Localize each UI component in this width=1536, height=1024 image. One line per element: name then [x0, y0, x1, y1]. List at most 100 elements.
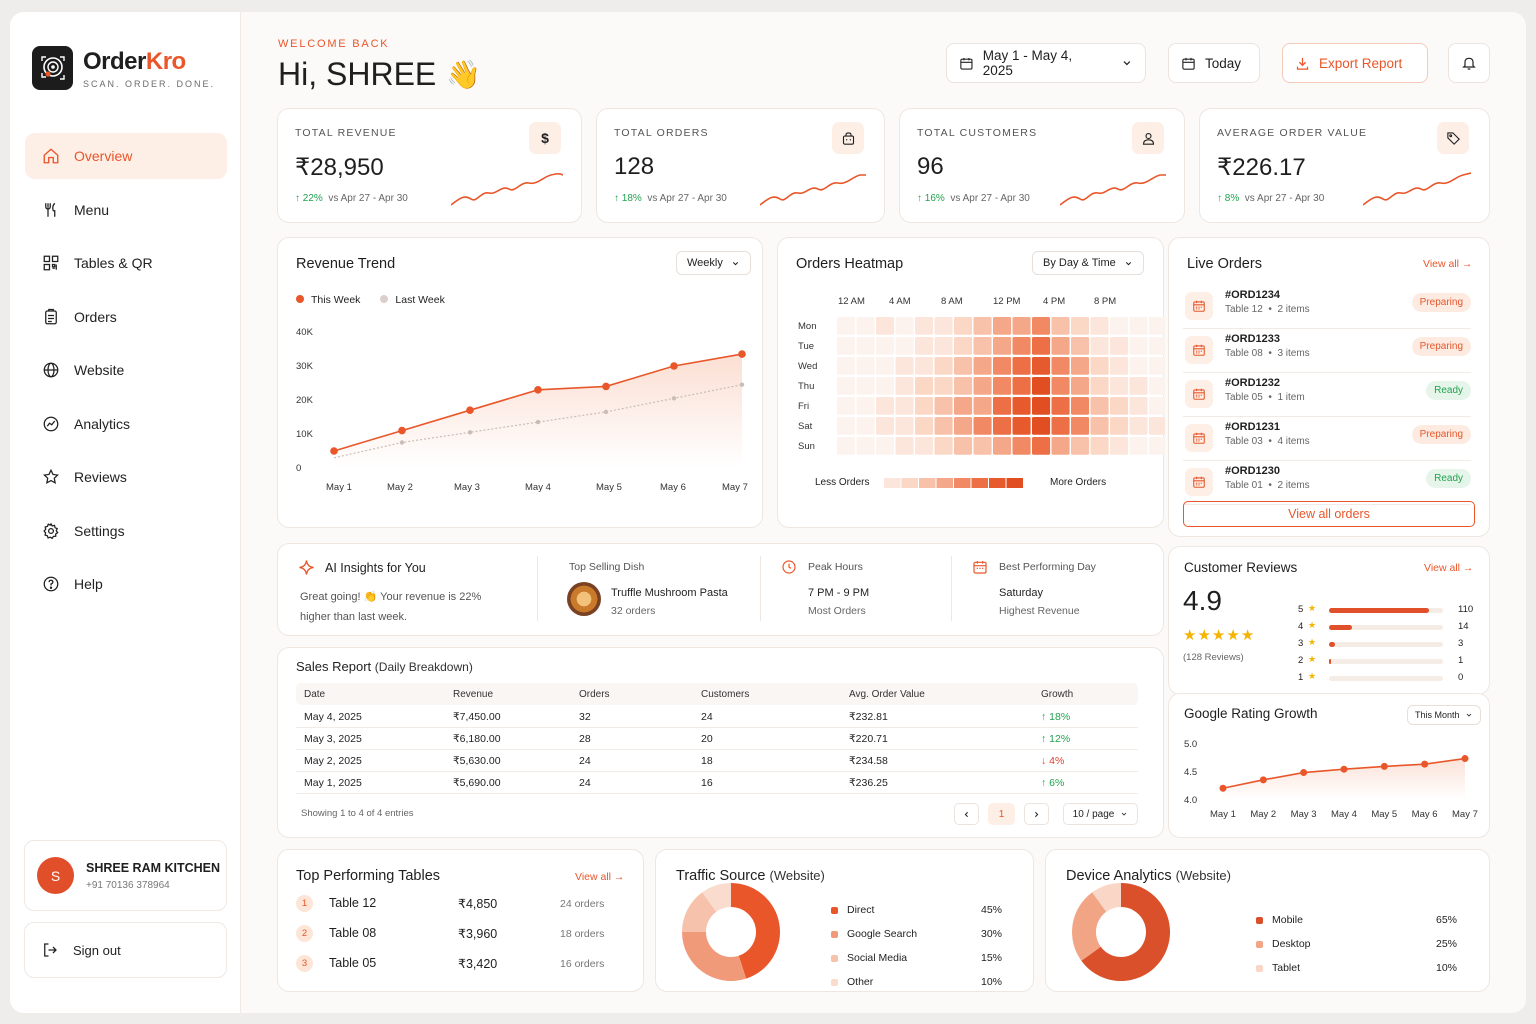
stat-delta: ↑ 18% vs Apr 27 - Apr 30 [614, 193, 727, 204]
chevron-down-icon [1123, 61, 1131, 66]
heatmap-cell [1012, 317, 1031, 335]
donut-slice-other [702, 883, 731, 912]
col-customers: Customers [701, 689, 750, 700]
heatmap-cell [1129, 417, 1148, 435]
sidebar-item-tables-qr[interactable]: Tables & QR [25, 240, 227, 286]
this-week-point [398, 426, 406, 435]
table-row: May 2, 2025 ₹5,630.00 24 18 ₹234.58 ↓ 4% [296, 750, 1138, 772]
clipboard-icon [45, 308, 57, 324]
qr-code-icon [43, 255, 59, 271]
top-tables-view-all-link[interactable]: View all → [575, 871, 625, 883]
date-range-picker[interactable]: May 1 - May 4, 2025 [946, 43, 1146, 83]
profile-card[interactable]: S SHREE RAM KITCHEN +91 70136 378964 [24, 840, 227, 911]
live-order-row[interactable]: #ORD1232 Table 05 • 1 item Ready [1183, 373, 1471, 417]
sidebar-item-label: Orders [74, 308, 117, 325]
live-order-row[interactable]: #ORD1230 Table 01 • 2 items Ready [1183, 461, 1471, 505]
heatmap-scale-swatch [936, 478, 953, 488]
heatmap-cell [1071, 417, 1090, 435]
heatmap-row-label: Sun [798, 441, 815, 452]
heatmap-col-label: 12 AM [838, 296, 865, 307]
stat-value: 96 [917, 153, 944, 180]
live-order-row[interactable]: #ORD1231 Table 03 • 4 items Preparing [1183, 417, 1471, 461]
best-day-sub: Highest Revenue [999, 605, 1080, 617]
donut-slice-direct [731, 883, 780, 979]
insights-title: AI Insights for You [325, 561, 426, 575]
sales-report-card: Sales Report (Daily Breakdown) Date Reve… [277, 647, 1164, 838]
order-calendar-icon [1185, 468, 1213, 496]
sign-out-button[interactable]: Sign out [24, 922, 227, 978]
heatmap-cell [1149, 357, 1165, 375]
cell-growth: ↑ 6% [1041, 777, 1065, 789]
heatmap-cell [876, 377, 895, 395]
page-1-button[interactable]: 1 [988, 803, 1015, 825]
heatmap-scale-swatch [954, 478, 971, 488]
legend-item: Tablet [1256, 962, 1300, 974]
heatmap-cell [1051, 437, 1070, 455]
heatmap-cell [993, 377, 1012, 395]
heatmap-col-label: 8 PM [1094, 296, 1116, 307]
sidebar-item-help[interactable]: Help [25, 561, 227, 607]
star-icon: ★ [1308, 654, 1317, 664]
rating-point [1461, 755, 1469, 763]
sidebar-item-orders[interactable]: Orders [25, 294, 227, 340]
view-all-orders-button[interactable]: View all orders [1183, 501, 1475, 527]
heatmap-cell [1071, 397, 1090, 415]
restaurant-phone: +91 70136 378964 [86, 879, 170, 891]
table-name: Table 12 [329, 896, 377, 910]
this-week-point [330, 447, 338, 455]
heatmap-cell [993, 417, 1012, 435]
sidebar-item-menu[interactable]: Menu [25, 187, 227, 233]
sidebar-item-reviews[interactable]: Reviews [25, 454, 227, 500]
card-title: Live Orders [1187, 256, 1262, 272]
live-orders-view-all-link[interactable]: View all → [1423, 258, 1473, 270]
cell-orders: 24 [579, 777, 591, 789]
heatmap-cell [973, 357, 992, 375]
order-calendar-icon [1185, 380, 1213, 408]
heatmap-cell [1071, 437, 1090, 455]
heatmap-cell [1051, 357, 1070, 375]
page-size-select[interactable]: 10 / page [1063, 803, 1138, 825]
sidebar-item-website[interactable]: Website [25, 347, 227, 393]
revenue-trend-chart: 0 10K 20K 30K 40K May 1 May 2 May 3 May 4 May 5 Ma… [296, 327, 748, 493]
this-week-point [670, 362, 678, 370]
heatmap-cell [1149, 437, 1165, 455]
brand-logo[interactable]: OrderKro SCAN. ORDER. DONE. [32, 46, 215, 90]
sidebar-item-settings[interactable]: Settings [25, 508, 227, 554]
live-order-row[interactable]: #ORD1234 Table 12 • 2 items Preparing [1183, 285, 1471, 329]
x-tick-label: May 2 [387, 482, 413, 493]
revenue-period-dropdown[interactable]: Weekly [676, 251, 751, 275]
gear-icon [43, 522, 59, 539]
today-button[interactable]: Today [1168, 43, 1260, 83]
sidebar-item-analytics[interactable]: Analytics [25, 401, 227, 447]
heatmap-cell [895, 317, 914, 335]
reviews-view-all-link[interactable]: View all → [1424, 562, 1474, 574]
rating-period-dropdown[interactable]: This Month [1407, 705, 1481, 725]
heatmap-cell [1110, 417, 1129, 435]
next-page-button[interactable] [1024, 803, 1049, 825]
shopping-bag-icon [832, 122, 864, 154]
heatmap-cell [1032, 397, 1051, 415]
export-report-button[interactable]: Export Report [1282, 43, 1428, 83]
heatmap-cell [895, 397, 914, 415]
prev-page-button[interactable] [954, 803, 979, 825]
rating-star-label: 2 [1298, 655, 1304, 666]
heatmap-cell [1129, 317, 1148, 335]
star-icon: ★ [1308, 620, 1317, 630]
legend-item: Direct [831, 904, 874, 916]
notifications-button[interactable] [1448, 43, 1490, 83]
live-order-row[interactable]: #ORD1233 Table 08 • 3 items Preparing [1183, 329, 1471, 373]
cell-customers: 18 [701, 755, 713, 767]
heatmap-filter-dropdown[interactable]: By Day & Time [1032, 251, 1144, 275]
legend-percent: 10% [981, 976, 1003, 988]
rating-point [1340, 765, 1348, 773]
sidebar-item-label: Menu [74, 201, 110, 218]
tag-icon [1437, 122, 1469, 154]
heatmap-cell [1012, 357, 1031, 375]
heatmap-cell [1032, 337, 1051, 355]
order-status-badge: Ready [1426, 381, 1471, 400]
sidebar-item-overview[interactable]: Overview [25, 133, 227, 179]
y-tick-label: 4.0 [1184, 795, 1197, 806]
heatmap-cell [954, 357, 973, 375]
revenue-sparkline [451, 173, 563, 206]
order-id: #ORD1230 [1225, 465, 1281, 477]
